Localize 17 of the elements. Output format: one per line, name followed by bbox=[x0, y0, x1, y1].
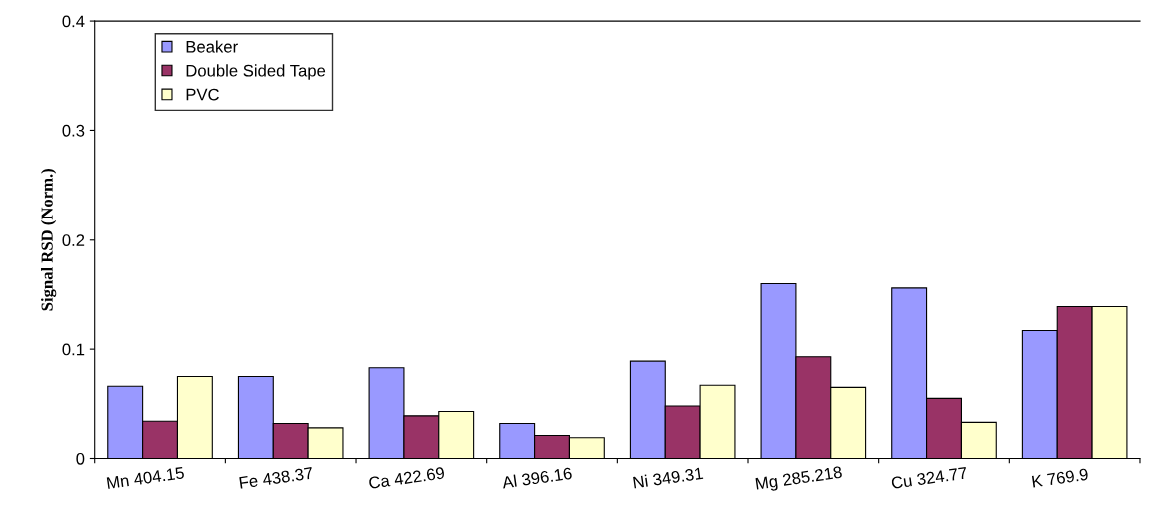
y-axis-title: Signal RSD (Norm.) bbox=[41, 168, 57, 311]
legend-label: Beaker bbox=[186, 40, 238, 53]
x-tick-label: Mn 404.15 bbox=[106, 466, 185, 490]
y-tick-label: 0.4 bbox=[62, 15, 85, 28]
y-tick-label: 0.1 bbox=[62, 343, 85, 356]
x-tick-label: Ni 349.31 bbox=[633, 466, 704, 489]
y-tick-label: 0.2 bbox=[62, 234, 85, 246]
y-tick-label: 0 bbox=[76, 452, 85, 465]
legend-label: PVC bbox=[186, 88, 219, 101]
y-tick-label: 0.3 bbox=[62, 124, 85, 137]
x-tick-label: Al 396.16 bbox=[501, 466, 573, 489]
legend-label: Double Sided Tape bbox=[186, 64, 326, 80]
x-tick-label: Cu 324.77 bbox=[891, 466, 968, 489]
x-tick-label: Ca 422.69 bbox=[368, 466, 445, 489]
x-tick-label: Mg 285.218 bbox=[755, 466, 843, 493]
x-tick-label: K 769.9 bbox=[1031, 468, 1089, 488]
x-tick-label: Fe 438.37 bbox=[239, 466, 314, 489]
